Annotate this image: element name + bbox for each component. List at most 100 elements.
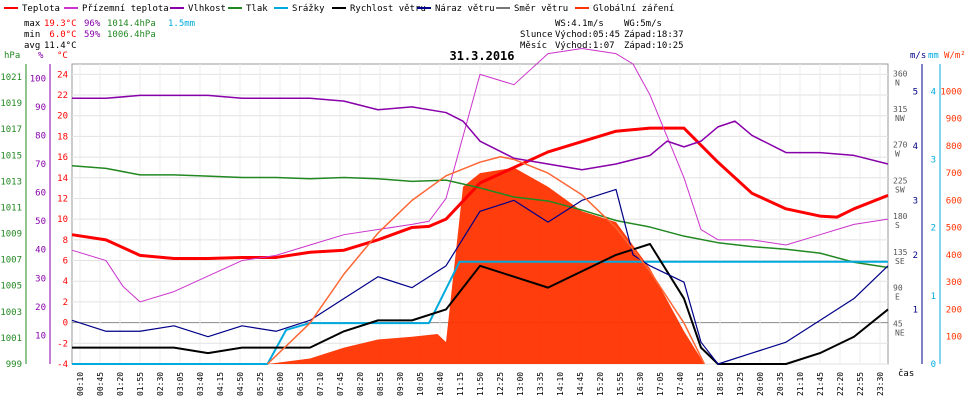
legend-label: Náraz větru: [435, 4, 495, 14]
x-tick-label: 18:15: [696, 372, 705, 396]
x-tick-label: 15:20: [596, 372, 605, 396]
wind-tick: 5: [913, 87, 918, 97]
pressure-tick: 1019: [0, 99, 22, 109]
plot-area: [71, 47, 889, 365]
pressure-tick: 1003: [0, 308, 22, 318]
unit-mm: mm: [928, 51, 939, 61]
x-tick-label: 14:45: [576, 372, 585, 396]
x-tick-label: 01:20: [116, 372, 125, 396]
x-tick-label: 03:40: [196, 372, 205, 396]
unit-wm: W/m²: [944, 51, 966, 61]
legend-label: Rychlost větru: [350, 4, 426, 14]
humidity-tick: 10: [35, 331, 46, 341]
x-tick-label: 07:10: [316, 372, 325, 396]
x-tick-label: 00:45: [96, 372, 105, 396]
wind-tick: 1: [913, 305, 918, 315]
astro-moon-label: Měsíc: [520, 41, 547, 51]
x-tick-label: 01:55: [136, 372, 145, 396]
stats-min-press: 1006.4hPa: [107, 30, 156, 40]
radiation-tick: 600: [946, 196, 962, 206]
axes: 9991001100310051007100910111013101510171…: [0, 64, 962, 370]
radiation-tick: 800: [946, 142, 962, 152]
rain-tick: 4: [931, 87, 936, 97]
x-tick-label: 22:55: [856, 372, 865, 396]
x-tick-label: 12:25: [496, 372, 505, 396]
wind-dir-tick: W: [895, 150, 900, 159]
legend-label: Teplota: [22, 4, 60, 14]
humidity-tick: 90: [35, 103, 46, 113]
wind-dir-tick: 225: [893, 176, 908, 185]
rain-tick: 2: [931, 224, 936, 234]
wind-dir-tick: 315: [893, 105, 908, 114]
astro-wg: WG:5m/s: [624, 19, 662, 29]
legend-label: Směr větru: [514, 4, 568, 14]
radiation-tick: 500: [946, 224, 962, 234]
x-tick-label: 06:00: [276, 372, 285, 396]
temperature-tick: 4: [63, 277, 68, 287]
wind-dir-tick: NE: [895, 328, 905, 337]
series-line-vlhkost: [72, 94, 889, 171]
astro-moon-rise: Východ:1:07: [555, 41, 615, 51]
wind-dir-tick: E: [895, 293, 900, 302]
x-tick-label: 04:15: [216, 372, 225, 396]
rain-tick: 1: [931, 292, 936, 302]
temperature-tick: -2: [57, 339, 68, 349]
x-tick-label: 10:40: [436, 372, 445, 396]
stats-max-rain: 1.5mm: [168, 19, 195, 29]
stats-max-hum: 96%: [84, 19, 101, 29]
pressure-tick: 1001: [0, 334, 22, 344]
temperature-tick: 24: [57, 70, 68, 80]
x-tick-label: 18:50: [716, 372, 725, 396]
radiation-tick: 200: [946, 305, 962, 315]
x-tick-label: 05:25: [256, 372, 265, 396]
series-line-clear-sky: [266, 155, 706, 365]
temperature-tick: 22: [57, 91, 68, 101]
x-tick-label: 16:30: [636, 372, 645, 396]
humidity-tick: 20: [35, 303, 46, 313]
stats-min-hum: 59%: [84, 30, 101, 40]
legend-label: Globální záření: [593, 4, 674, 14]
wind-dir-tick: NW: [895, 114, 905, 123]
stats-max-temp: 19.3°C: [44, 19, 77, 29]
temperature-tick: 2: [63, 298, 68, 308]
pressure-tick: 1021: [0, 73, 22, 83]
stats-max-press: 1014.4hPa: [107, 19, 156, 29]
astro-sun-set: Západ:18:37: [624, 30, 684, 40]
wind-dir-tick: 180: [893, 212, 908, 221]
legend-label: Tlak: [246, 4, 268, 14]
pressure-tick: 1015: [0, 151, 22, 161]
stats-block: max 19.3°C 96% 1014.4hPa 1.5mm min 6.0°C…: [24, 19, 195, 51]
radiation-tick: 900: [946, 115, 962, 125]
unit-hpa: hPa: [4, 51, 20, 61]
temperature-tick: 10: [57, 215, 68, 225]
stats-min-temp: 6.0°C: [44, 30, 77, 40]
radiation-tick: 100: [946, 333, 962, 343]
temperature-tick: 14: [57, 174, 68, 184]
wind-dir-tick: 45: [893, 319, 903, 328]
series-line-náraz-větru: [71, 188, 889, 365]
x-tick-label: 08:20: [356, 372, 365, 396]
humidity-tick: 40: [35, 246, 46, 256]
astro-ws: WS:4.1m/s: [555, 19, 604, 29]
x-tick-label: 14:10: [556, 372, 565, 396]
series-line-srážky: [72, 260, 888, 365]
radiation-tick: 300: [946, 278, 962, 288]
wind-tick: 3: [913, 196, 918, 206]
wind-dir-tick: N: [895, 78, 900, 87]
radiation-tick: 1000: [940, 87, 962, 97]
temperature-tick: 18: [57, 132, 68, 142]
chart-title: 31.3.2016: [449, 49, 514, 63]
temperature-tick: 16: [57, 153, 68, 163]
series-line-přízemní-teplota: [71, 47, 889, 303]
pressure-tick: 1007: [0, 256, 22, 266]
x-tick-label: 06:35: [296, 372, 305, 396]
x-tick-label: 20:00: [756, 372, 765, 396]
x-tick-label: 21:10: [796, 372, 805, 396]
stats-min-label: min: [24, 30, 40, 40]
x-tick-label: 09:30: [396, 372, 405, 396]
unit-time: čas: [898, 368, 914, 379]
x-tick-label: 11:50: [476, 372, 485, 396]
x-tick-label: 19:25: [736, 372, 745, 396]
humidity-tick: 70: [35, 160, 46, 170]
stats-avg-temp: 11.4°C: [44, 41, 77, 51]
